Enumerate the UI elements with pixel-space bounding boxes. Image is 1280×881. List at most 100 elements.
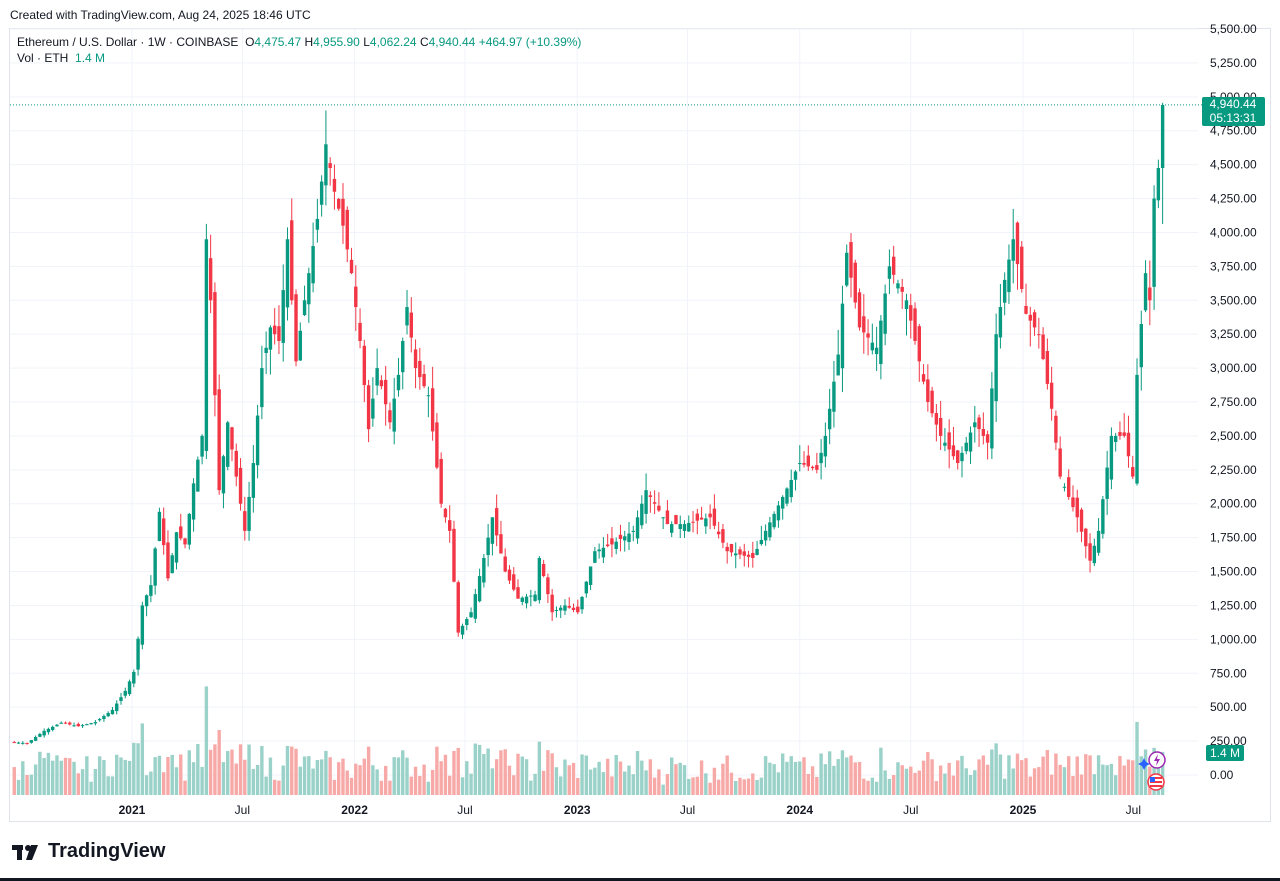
- candle-body: [1067, 477, 1071, 497]
- candle-body: [418, 360, 422, 378]
- candle-body: [230, 427, 234, 450]
- y-tick-label: 5,500.00: [1210, 22, 1257, 36]
- volume-bar: [687, 778, 691, 795]
- candle-body: [362, 345, 367, 386]
- candle-body: [879, 320, 883, 365]
- volume-badge-text: 1.4 M: [1210, 746, 1240, 760]
- candle-body: [170, 555, 174, 574]
- price-axis[interactable]: 0.00 250.00 500.00 750.00 1,000.00 1,250.00 1,…: [1210, 22, 1257, 782]
- volume-bar: [789, 756, 793, 795]
- volume-bar: [260, 746, 264, 795]
- candle-body: [512, 574, 516, 590]
- volume-bar: [251, 769, 256, 795]
- volume-bar: [153, 757, 157, 795]
- volume-bar: [161, 772, 166, 795]
- countdown-text: 05:13:31: [1210, 111, 1257, 125]
- candle-body: [238, 467, 243, 504]
- candle-body: [1126, 432, 1131, 457]
- candle-body: [1062, 486, 1067, 488]
- candle-body: [196, 459, 200, 492]
- candle-body: [618, 534, 623, 539]
- candle-body: [132, 671, 136, 684]
- candle-body: [960, 452, 964, 462]
- x-tick-label: Jul: [903, 803, 918, 817]
- candle-body: [682, 524, 687, 531]
- tradingview-logo-icon: [12, 844, 38, 860]
- volume-bar: [358, 765, 362, 795]
- candle-body: [307, 273, 311, 305]
- candle-body: [183, 538, 187, 545]
- volume-bar: [665, 774, 670, 795]
- volume-bar: [183, 780, 187, 795]
- y-tick-label: 4,000.00: [1210, 225, 1257, 239]
- volume-bar: [567, 765, 571, 795]
- volume-bar: [328, 757, 332, 795]
- candle-body: [456, 582, 460, 633]
- volume-label[interactable]: Vol · ETH: [17, 51, 69, 65]
- volume-bar: [443, 754, 448, 795]
- candle-body: [149, 585, 153, 596]
- candle-body: [1143, 273, 1148, 311]
- candle-body: [396, 374, 401, 391]
- candle-body: [80, 725, 85, 727]
- candle-body: [426, 395, 431, 397]
- volume-bar: [110, 776, 115, 795]
- candle-body: [849, 242, 853, 278]
- y-tick-label: 2,250.00: [1210, 463, 1257, 477]
- volume-bar: [1126, 759, 1131, 795]
- y-tick-label: 1,250.00: [1210, 598, 1257, 612]
- candle-body: [772, 513, 776, 528]
- volume-bar: [1156, 752, 1161, 795]
- candle-body: [588, 566, 593, 585]
- us-flag-icon[interactable]: [1147, 773, 1165, 791]
- volume-bar: [909, 766, 913, 795]
- sparkle-icon[interactable]: [1138, 758, 1150, 770]
- candle-body: [1084, 528, 1088, 547]
- volume-bar: [123, 759, 127, 795]
- candle-body: [490, 517, 495, 544]
- candle-body: [499, 534, 503, 554]
- volume-bar: [482, 754, 486, 795]
- volume-bar: [68, 758, 72, 795]
- candle-body: [1131, 467, 1135, 477]
- x-tick-label: Jul: [235, 803, 250, 817]
- volume-bar: [187, 750, 191, 795]
- candle-body: [97, 719, 102, 721]
- time-axis[interactable]: 2021 Jul 2022 Jul 2023 Jul 2024 Jul 2025 Jul: [119, 803, 1141, 817]
- candle-body: [866, 333, 870, 338]
- candle-body: [981, 429, 986, 436]
- candle-body: [934, 413, 939, 425]
- candle-body: [840, 303, 845, 369]
- volume-bar: [900, 765, 904, 795]
- volume-bar: [529, 780, 533, 795]
- candle-body: [964, 442, 968, 452]
- candle-body: [448, 520, 452, 531]
- candle-body: [738, 549, 742, 555]
- candle-body: [691, 521, 695, 523]
- x-tick-label: 2023: [564, 803, 591, 817]
- y-tick-label: 3,250.00: [1210, 327, 1257, 341]
- candle-body: [328, 163, 332, 169]
- volume-bar: [234, 763, 238, 795]
- candle-body: [529, 595, 533, 597]
- volume-bar: [166, 756, 170, 795]
- candle-body: [734, 553, 738, 556]
- candle-body: [896, 283, 900, 289]
- volume-bar: [704, 773, 708, 795]
- x-tick-label: Jul: [680, 803, 695, 817]
- candle-body: [742, 551, 746, 556]
- candle-body: [699, 517, 704, 520]
- brand-footer[interactable]: TradingView: [12, 840, 165, 863]
- candle-body: [264, 347, 268, 354]
- volume-bar: [102, 759, 106, 795]
- volume-bar: [422, 764, 426, 795]
- volume-bar: [874, 781, 879, 795]
- lightning-icon[interactable]: [1148, 751, 1166, 769]
- volume-bar: [887, 778, 892, 795]
- volume-bar: [576, 777, 580, 795]
- symbol-label[interactable]: Ethereum / U.S. Dollar · 1W · COINBASE: [17, 35, 239, 49]
- volume-bar: [119, 757, 123, 795]
- volume-bar: [392, 757, 396, 795]
- volume-bar: [490, 768, 495, 795]
